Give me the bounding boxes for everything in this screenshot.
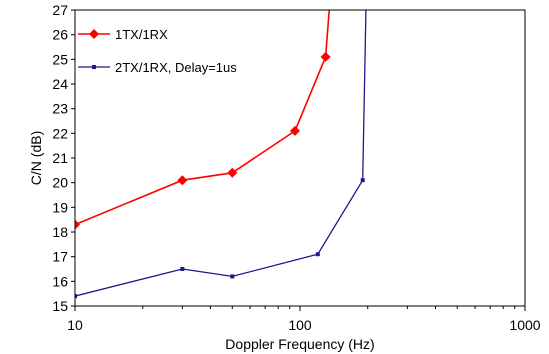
y-tick-label: 17 <box>52 249 68 265</box>
series-2-point <box>230 274 235 279</box>
series-2-point <box>360 178 365 183</box>
y-tick-label: 25 <box>52 51 68 67</box>
series-1-point <box>227 167 238 178</box>
x-tick-label: 10 <box>67 317 83 333</box>
y-tick-label: 24 <box>52 76 68 92</box>
series-1-point <box>75 219 80 230</box>
y-tick-label: 16 <box>52 273 68 289</box>
legend-marker-1 <box>89 29 99 39</box>
series-2-point <box>180 267 185 271</box>
x-axis-title: Doppler Frequency (Hz) <box>225 336 374 352</box>
series-1-point <box>177 175 188 186</box>
plot-frame <box>74 9 526 307</box>
y-tick-label: 27 <box>52 2 68 18</box>
y-tick-label: 18 <box>52 224 68 240</box>
legend-label-1: 1TX/1RX <box>115 27 168 42</box>
y-tick-label: 23 <box>52 101 68 117</box>
series-1-point <box>289 125 300 136</box>
y-tick-label: 20 <box>52 175 68 191</box>
axes: 15 16 17 18 19 20 21 22 23 24 25 26 27 10 100 1000 <box>52 2 540 333</box>
series-line-1 <box>75 10 331 226</box>
x-tick-label: 100 <box>288 317 312 333</box>
series-line-2 <box>75 10 367 297</box>
legend: 1TX/1RX 2TX/1RX, Delay=1us <box>78 27 237 75</box>
y-tick-label: 19 <box>52 199 68 215</box>
x-tick-label: 1000 <box>509 317 540 333</box>
series-2-point <box>315 252 320 257</box>
y-tick-label: 26 <box>52 27 68 43</box>
plot-area <box>75 10 367 299</box>
y-tick-label: 22 <box>52 125 68 141</box>
legend-marker-2 <box>92 65 96 69</box>
y-axis-title: C/N (dB) <box>28 131 44 185</box>
legend-label-2: 2TX/1RX, Delay=1us <box>115 60 237 75</box>
y-tick-label: 21 <box>52 150 68 166</box>
y-tick-label: 15 <box>52 298 68 314</box>
series-1-point <box>320 51 331 62</box>
series-2-point <box>75 294 77 299</box>
